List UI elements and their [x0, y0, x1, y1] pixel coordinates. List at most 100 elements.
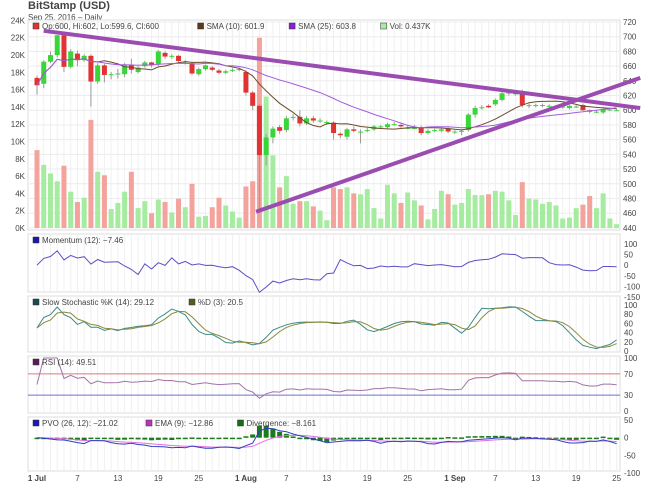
volume-bar	[203, 215, 208, 228]
candle-body	[182, 61, 188, 63]
volume-bar	[560, 218, 566, 228]
divergence-bar	[182, 437, 188, 440]
volume-bar	[243, 186, 249, 228]
candle-body	[88, 55, 94, 82]
rsi-tick-label: 70	[624, 370, 633, 379]
x-tick-label: 1 Aug	[235, 474, 257, 483]
legend-swatch	[188, 298, 196, 306]
price-tick-label: 700	[623, 33, 637, 42]
volume-bar	[472, 195, 478, 228]
divergence-bar	[566, 437, 572, 441]
volume-bar	[526, 198, 532, 228]
legend-label-stoch: Slow Stochastic %K (14): 29.12	[42, 298, 155, 307]
divergence-bar	[607, 437, 613, 440]
legend-label-pvo: PVO (26, 12): −21.02	[42, 419, 118, 428]
candle-body	[486, 105, 492, 108]
volume-bar	[101, 175, 107, 228]
divergence-bar	[149, 437, 155, 441]
volume-tick-label: 20K	[11, 51, 26, 60]
volume-bar	[452, 204, 458, 228]
panel-sto	[27, 295, 621, 353]
candle-body	[297, 116, 303, 124]
candle-body	[573, 106, 579, 108]
volume-bar	[506, 200, 512, 228]
candle-body	[337, 133, 343, 136]
divergence-bar	[364, 437, 370, 440]
legend-swatch	[32, 358, 40, 366]
candle-body	[614, 110, 620, 112]
candle-body	[384, 124, 390, 128]
divergence-bar	[371, 437, 377, 440]
divergence-bar	[108, 437, 114, 440]
panel-rsi	[27, 355, 621, 414]
candle-body	[533, 105, 539, 107]
price-tick-label: 720	[623, 18, 637, 27]
volume-bar	[465, 189, 471, 228]
volume-bar	[358, 194, 364, 228]
candle-body	[270, 128, 276, 138]
pvo-tick-label: 0	[624, 434, 629, 443]
volume-bar	[459, 202, 465, 228]
divergence-bar	[304, 437, 310, 440]
x-tick-label: 25	[194, 474, 203, 483]
candle-body	[196, 69, 202, 75]
x-tick-label: 19	[363, 474, 372, 483]
candle-body	[405, 127, 411, 129]
sma-10-line	[36, 58, 617, 131]
volume-bar	[176, 198, 182, 228]
divergence-bar	[472, 436, 478, 438]
pvo-tick-label: 50	[624, 416, 633, 425]
divergence-bar	[432, 437, 438, 440]
legend-label-main: Op:600, Hi:602, Lo:599.6, Cl:600	[42, 22, 160, 31]
candle-body	[593, 111, 599, 113]
legend-label-stoch: %D (3): 20.5	[198, 298, 243, 307]
x-tick-label: 19	[572, 474, 581, 483]
volume-bar	[250, 181, 256, 228]
legend-swatch	[197, 22, 204, 30]
rsi-line	[36, 357, 617, 399]
candle-body	[41, 61, 47, 84]
x-tick-label: 25	[403, 474, 412, 483]
candle-body	[351, 129, 357, 131]
legend-swatch	[32, 22, 40, 30]
volume-bar	[486, 194, 492, 228]
candle-body	[540, 105, 545, 107]
divergence-bar	[229, 437, 235, 440]
volume-bar	[513, 215, 519, 228]
candle-body	[290, 116, 296, 118]
candle-body	[317, 120, 323, 122]
candle-body	[465, 114, 471, 131]
divergence-bar	[324, 437, 330, 443]
legend-label-main: SMA (25): 603.8	[298, 22, 356, 31]
divergence-bar	[479, 436, 485, 438]
divergence-bar	[465, 436, 471, 438]
volume-bar	[344, 187, 350, 228]
divergence-bar	[459, 437, 465, 439]
divergence-bar	[243, 436, 249, 438]
stochastic-tick-label: 60	[624, 319, 633, 328]
candle-body	[223, 71, 229, 73]
legend-swatch	[145, 419, 153, 427]
volume-bar	[297, 201, 303, 228]
volume-bar	[41, 164, 47, 228]
stochastic-tick-label: 20	[624, 338, 633, 347]
divergence-bar	[573, 437, 579, 440]
volume-tick-label: 18K	[11, 68, 26, 77]
divergence-bar	[418, 437, 424, 440]
price-tick-label: 500	[623, 180, 637, 189]
candle-body	[162, 52, 168, 57]
divergence-bar	[216, 437, 222, 440]
candle-body	[499, 93, 505, 100]
stochastic-tick-label: 0	[624, 347, 629, 356]
volume-bar	[270, 155, 276, 228]
price-tick-label: 520	[623, 165, 637, 174]
volume-bar	[600, 193, 606, 228]
candle-body	[459, 130, 465, 132]
x-tick-label: 13	[531, 474, 540, 483]
volume-bar	[122, 191, 128, 228]
price-tick-label: 480	[623, 194, 637, 203]
candle-body	[142, 62, 148, 67]
divergence-bar	[411, 437, 417, 440]
divergence-bar	[600, 436, 606, 439]
volume-bar	[438, 190, 444, 228]
